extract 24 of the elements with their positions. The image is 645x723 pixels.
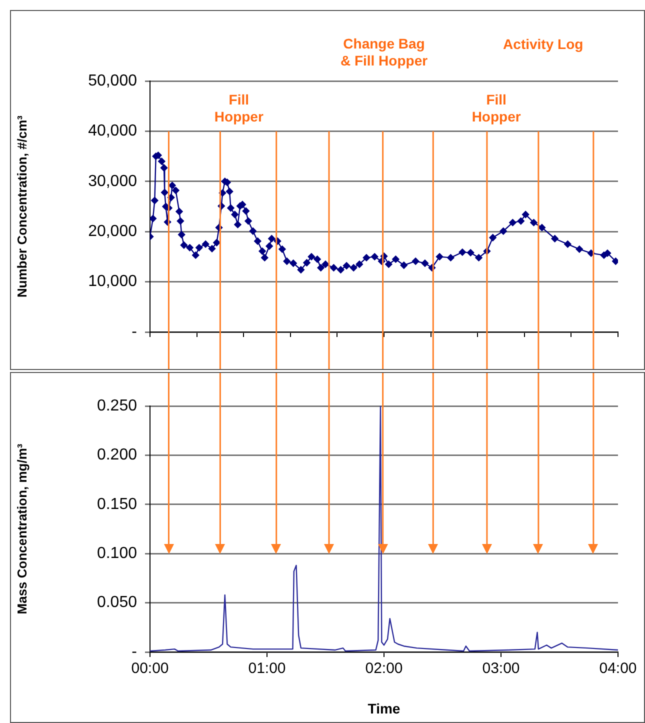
x-tick-label: 03:00 [482, 660, 520, 678]
y-tick-label: 20,000 [88, 223, 138, 240]
y-tick-label: 0.100 [96, 545, 138, 562]
y-tick-label: - [132, 323, 137, 340]
y-tick-label: 0.250 [96, 397, 138, 414]
y-tick-label: 0.150 [96, 496, 138, 513]
x-tick-label: 00:00 [131, 660, 169, 678]
y-tick-label: 40,000 [88, 122, 138, 140]
annotation: Fill Hopper [472, 91, 522, 124]
text: Change Bag & Fill Hopper [340, 35, 428, 68]
x-tick-label: 01:00 [248, 660, 286, 678]
y-axis-title: Number Concentration, #/cm³ [14, 114, 30, 298]
y-tick-label: 10,000 [88, 273, 138, 290]
y-axis-title: Mass Concentration, mg/m³ [14, 443, 30, 614]
x-tick-label: 04:00 [599, 660, 637, 678]
x-tick-label: 02:00 [365, 660, 403, 678]
y-tick-label: - [132, 643, 137, 660]
x-axis-title: Time [368, 700, 400, 716]
y-tick-label: 0.050 [96, 594, 138, 612]
y-tick-label: 50,000 [88, 72, 138, 90]
y-tick-label: 30,000 [88, 172, 138, 190]
text: Activity Log [503, 36, 584, 52]
annotation: Fill Hopper [214, 91, 264, 124]
y-tick-label: 0.200 [96, 446, 138, 464]
